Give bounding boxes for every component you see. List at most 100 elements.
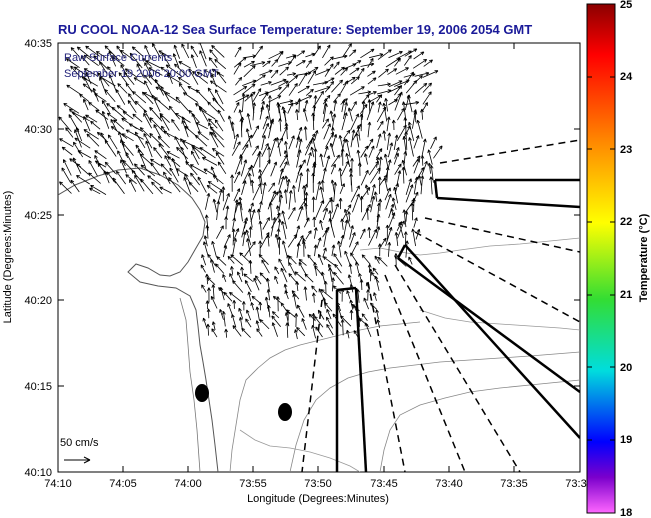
current-vector — [333, 61, 340, 70]
current-vector — [350, 113, 359, 131]
current-vector — [387, 241, 392, 257]
current-vector — [373, 191, 378, 202]
current-vector — [223, 234, 231, 248]
current-vector — [421, 138, 427, 157]
current-vector — [430, 136, 437, 149]
current-vector — [315, 200, 324, 219]
current-vector — [118, 72, 128, 84]
current-vector — [165, 64, 183, 77]
isobath-contour — [289, 351, 580, 472]
current-vector — [317, 309, 325, 320]
current-vector — [314, 265, 323, 276]
current-vector — [301, 318, 307, 330]
current-vector — [292, 293, 297, 309]
current-vector — [224, 216, 228, 230]
current-vector — [359, 228, 366, 240]
current-vector — [359, 113, 364, 132]
current-vector — [359, 104, 368, 115]
current-vector — [268, 120, 274, 139]
current-vector — [240, 159, 248, 177]
current-vector — [203, 235, 208, 247]
current-vector — [393, 152, 399, 165]
current-vector — [360, 169, 369, 186]
current-vector — [347, 211, 351, 222]
current-vector — [88, 172, 101, 184]
current-vector — [210, 295, 218, 309]
current-vector — [303, 217, 310, 228]
colorbar-tick-label: 21 — [620, 289, 632, 301]
current-vector — [86, 133, 100, 147]
current-vector — [271, 311, 280, 319]
current-vector — [215, 152, 225, 165]
current-vector — [171, 158, 180, 177]
current-vector — [246, 113, 252, 130]
current-vector — [106, 171, 117, 184]
y-tick-label: 40:20 — [24, 295, 52, 307]
current-vector — [235, 76, 243, 86]
current-vector — [233, 56, 247, 68]
current-vector — [288, 262, 296, 276]
current-vector — [349, 86, 365, 96]
current-vector — [216, 225, 224, 239]
current-vector — [323, 123, 331, 140]
current-vector — [131, 46, 144, 57]
current-vector — [319, 186, 325, 203]
current-vector — [306, 152, 312, 166]
current-vector — [229, 291, 242, 303]
current-vector — [212, 97, 225, 112]
current-vector — [154, 97, 170, 111]
scale-label: 50 cm/s — [60, 437, 99, 449]
current-vector — [178, 82, 188, 95]
current-vector — [350, 101, 357, 112]
current-vector — [297, 138, 303, 158]
y-tick-label: 40:35 — [24, 38, 52, 50]
current-vector — [279, 66, 289, 76]
current-vector — [343, 102, 348, 120]
current-vector — [178, 61, 191, 69]
y-axis-ticks — [58, 42, 580, 473]
current-vector — [311, 196, 316, 213]
current-vector — [301, 240, 306, 257]
current-vector — [329, 110, 334, 122]
current-vector — [219, 286, 225, 301]
current-vector — [233, 133, 239, 150]
current-vector — [266, 234, 271, 247]
current-vector — [269, 137, 277, 157]
current-vector — [321, 118, 329, 129]
current-vector — [346, 290, 351, 300]
current-vector — [246, 309, 252, 321]
current-vector — [133, 77, 146, 85]
current-vector-field — [58, 43, 443, 340]
current-vector — [83, 98, 89, 111]
current-vector — [232, 325, 242, 337]
current-vector — [403, 151, 408, 166]
current-vector — [234, 155, 243, 175]
current-vector — [231, 141, 241, 156]
current-vector — [248, 226, 253, 238]
current-vector — [69, 108, 83, 123]
current-vector — [204, 214, 209, 231]
current-vector — [153, 124, 162, 138]
current-vector — [264, 296, 270, 312]
current-vector — [104, 139, 117, 157]
current-vector — [415, 228, 421, 240]
current-vector — [408, 121, 415, 141]
current-vector — [207, 287, 211, 303]
current-vector — [295, 280, 299, 292]
current-vector — [108, 74, 118, 93]
current-vector — [230, 254, 243, 266]
current-vector — [305, 88, 314, 96]
colorbar-tick-label: 19 — [620, 434, 632, 446]
current-vector — [216, 71, 227, 84]
current-vector — [222, 311, 226, 327]
current-vector — [201, 284, 207, 293]
current-vector — [117, 83, 128, 94]
y-tick-label: 40:30 — [24, 124, 52, 136]
current-vector — [198, 43, 207, 60]
current-vector — [61, 167, 72, 184]
current-vector — [145, 60, 161, 69]
current-vector — [203, 241, 209, 257]
current-vector — [150, 158, 161, 166]
current-vector — [108, 50, 117, 67]
current-vector — [276, 228, 281, 240]
